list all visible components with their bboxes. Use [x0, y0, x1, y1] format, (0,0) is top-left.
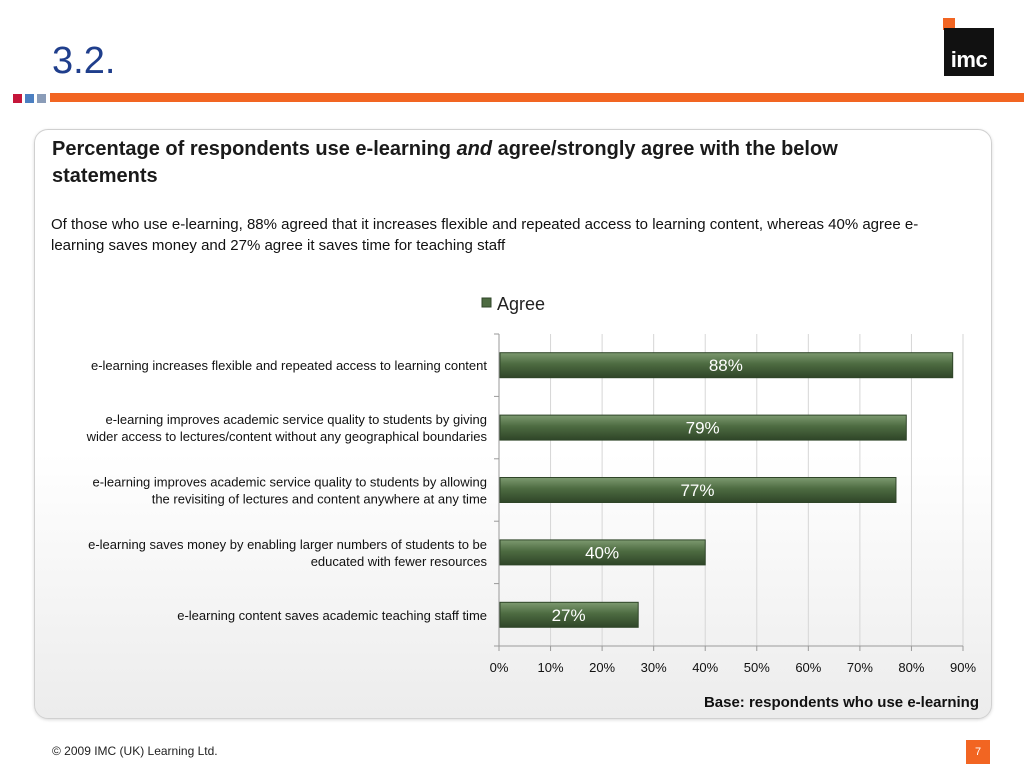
category-label: e-learning content saves academic teachi…	[177, 608, 487, 623]
copyright: © 2009 IMC (UK) Learning Ltd.	[52, 744, 218, 758]
headline-text: Percentage of respondents use e-learning	[52, 138, 457, 160]
logo-orange-square	[943, 18, 955, 30]
category-label: e-learning improves academic service qua…	[105, 412, 487, 427]
bar-data-label: 79%	[686, 419, 720, 438]
x-tick-label: 50%	[744, 660, 770, 675]
summary-text: Of those who use e-learning, 88% agreed …	[51, 216, 919, 254]
accent-bar	[0, 93, 1024, 103]
accent-line	[50, 93, 1024, 102]
bar	[499, 477, 897, 503]
imc-logo: imc	[943, 18, 995, 78]
legend-swatch	[481, 297, 492, 308]
x-tick-label: 90%	[950, 660, 976, 675]
base-note: Base: respondents who use e-learning	[703, 694, 979, 711]
category-label: e-learning increases flexible and repeat…	[91, 358, 487, 373]
bar-data-label: 77%	[680, 481, 714, 500]
slide-title: 3.2.	[52, 40, 116, 82]
category-label: the revisiting of lectures and content a…	[152, 492, 487, 507]
bar	[499, 601, 639, 628]
x-tick-label: 40%	[692, 660, 718, 675]
accent-square	[13, 94, 22, 103]
bar-data-label: 40%	[585, 543, 619, 562]
bar-data-label: 88%	[709, 356, 743, 375]
bar-data-label: 27%	[552, 606, 586, 625]
x-tick-label: 0%	[490, 660, 509, 675]
legend-label: Agree	[497, 294, 545, 314]
bar	[499, 414, 907, 441]
accent-square	[37, 94, 46, 103]
category-label: e-learning improves academic service qua…	[92, 475, 487, 490]
category-label: educated with fewer resources	[311, 554, 488, 569]
x-tick-label: 80%	[898, 660, 924, 675]
headline-emphasis: and	[456, 138, 493, 160]
bar	[499, 352, 954, 379]
x-tick-label: 20%	[589, 660, 615, 675]
accent-square	[25, 94, 34, 103]
chart-headline: Percentage of respondents use e-learning…	[52, 136, 922, 190]
logo-wordmark: imc	[944, 28, 994, 76]
x-tick-label: 10%	[538, 660, 564, 675]
bar	[499, 539, 706, 566]
headline-text-end: agree/strongly agree with the below stat…	[52, 138, 838, 187]
x-tick-label: 60%	[795, 660, 821, 675]
category-label: e-learning saves money by enabling large…	[88, 537, 487, 552]
page-number: 7	[966, 740, 990, 764]
x-tick-label: 30%	[641, 660, 667, 675]
category-label: wider access to lectures/content without…	[86, 429, 488, 444]
x-tick-label: 70%	[847, 660, 873, 675]
